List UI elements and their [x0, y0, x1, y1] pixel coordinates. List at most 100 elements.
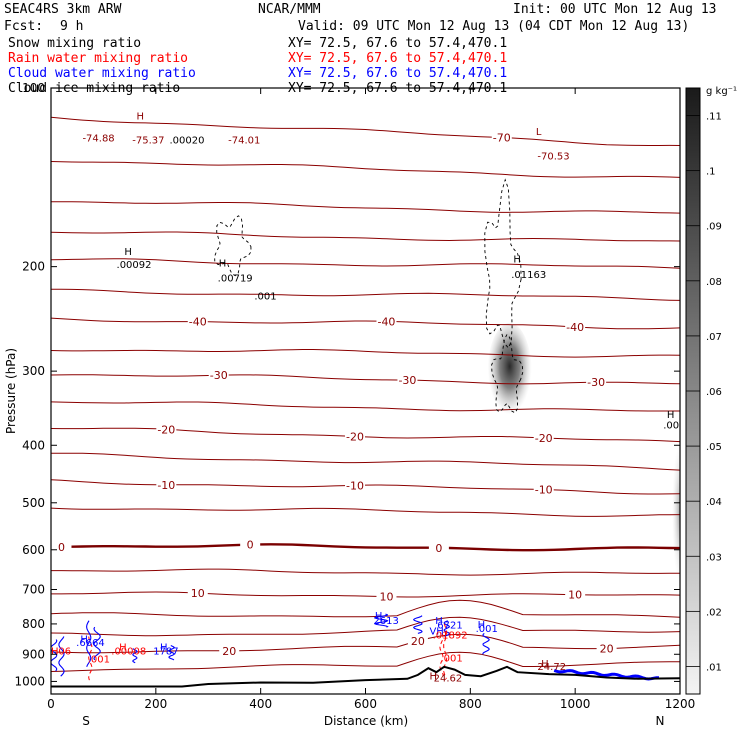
field-extreme-label: .00719	[218, 274, 253, 285]
cloud-water-contour	[482, 632, 490, 655]
cloud-water-contour	[373, 613, 389, 628]
isotherm	[51, 258, 680, 269]
isotherm	[51, 288, 680, 301]
colorbar-tick-label: .01	[706, 662, 722, 673]
isotherm-label: -30	[587, 376, 605, 389]
field-extreme-label: .00008	[111, 646, 146, 657]
isotherm-label: 10	[379, 591, 393, 604]
isotherm-label-bg	[565, 588, 586, 601]
zero-isotherm	[51, 543, 680, 552]
y-tick-label: 100	[22, 81, 45, 95]
temperature-contours: -70 -40 -40 -40 -30 -30 -30 -20 -20 -20 -10 -10 -10 0…	[51, 116, 680, 672]
isotherm-label-bg	[345, 430, 366, 443]
isotherm	[51, 427, 680, 443]
y-tick-label: 600	[22, 543, 45, 557]
isotherm-label-bg	[586, 376, 607, 389]
field-extreme-label: 6721	[437, 621, 462, 632]
isotherm	[51, 116, 680, 146]
colorbar-tick-label: .04	[706, 497, 722, 508]
isotherm-label: 10	[191, 587, 205, 600]
colorbar-unit: g kg⁻¹	[706, 86, 737, 97]
isotherm-label: -10	[157, 479, 175, 492]
isotherm-label-bg	[219, 644, 240, 657]
rain-contour	[443, 623, 448, 679]
terrain-surface	[51, 665, 680, 688]
field-extreme-label: H	[429, 672, 437, 683]
colorbar-tick-label: .09	[706, 222, 722, 233]
isotherm	[51, 507, 680, 517]
field-rain-xy: XY= 72.5, 67.6 to 57.4,470.1	[288, 51, 507, 66]
colorbar: .01 .02 .03 .04 .05 .06 .07 .08 .09 .1 .11 g kg⁻¹	[685, 86, 737, 695]
center-name: NCAR/MMM	[258, 2, 321, 17]
fcst-label: Fcst:	[4, 19, 43, 34]
isotherm-label-bg	[533, 431, 554, 444]
isotherm	[51, 201, 680, 214]
isotherm	[51, 401, 680, 412]
colorbar-tick-label: .11	[706, 112, 722, 123]
isotherm	[51, 568, 680, 576]
field-extreme-label: 24.72	[537, 662, 566, 673]
hydrometeor-contours	[51, 178, 659, 682]
field-extreme-label: -74.01	[228, 135, 260, 146]
field-extreme-label: H	[119, 643, 127, 654]
field-rain-name: Rain water mixing ratio	[8, 51, 188, 66]
field-extreme-label: 24.62	[434, 673, 463, 684]
isotherm	[51, 616, 680, 637]
end-label-north: N	[656, 714, 665, 728]
x-tick-label: 600	[354, 697, 377, 711]
model-name: SEAC4RS 3km ARW	[4, 2, 122, 17]
field-extreme-label: H	[124, 247, 132, 258]
isotherm-label-bg	[240, 538, 261, 551]
field-extreme-label: H	[160, 643, 168, 654]
x-axis-label: Distance (km)	[324, 714, 408, 728]
field-labels: -74.88 -74.01 H -75.37 .00020 L -70.53 H .00092 H…	[51, 111, 680, 684]
x-tick-label: 0	[47, 697, 55, 711]
isotherm-label: 0	[435, 542, 442, 555]
field-extreme-label: H	[136, 111, 144, 122]
colorbar-tick-label: .02	[706, 607, 722, 618]
isotherm-label: -20	[346, 430, 364, 443]
cloud-ice-contour	[214, 215, 252, 277]
field-extreme-label: H	[51, 646, 59, 657]
isotherm-label: -10	[346, 479, 364, 492]
isotherm-label-bg	[208, 369, 229, 382]
isotherm-label-bg	[491, 131, 512, 144]
isotherm-label: -40	[377, 315, 395, 328]
field-extreme-label: .06	[55, 646, 71, 657]
field-extreme-label: H	[219, 259, 227, 270]
field-cloudwater-xy: XY= 72.5, 67.6 to 57.4,470.1	[288, 66, 507, 81]
field-extreme-label: .00020	[169, 135, 204, 146]
field-extreme-label: H	[667, 410, 675, 421]
field-extreme-label: -75.37	[132, 135, 164, 146]
valid-time: Valid: 09 UTC Mon 12 Aug 13 (04 CDT Mon …	[298, 19, 689, 34]
cloud-water-band	[553, 668, 659, 681]
rain-contour	[88, 636, 93, 682]
field-snow-name: Snow mixing ratio	[8, 36, 141, 51]
isotherm	[51, 651, 680, 672]
field-extreme-label: 1787	[153, 646, 178, 657]
colorbar-tick-label: .05	[706, 442, 722, 453]
isotherm-label: 20	[411, 635, 425, 648]
field-extreme-label: .001	[440, 653, 462, 664]
field-extreme-label: H	[435, 616, 443, 627]
isotherm-label-bg	[565, 320, 586, 333]
x-tick-label: 200	[144, 697, 167, 711]
cloud-water-contour	[51, 639, 58, 672]
field-extreme-label: L	[536, 127, 542, 138]
isotherm-label: 0	[247, 539, 254, 552]
isotherm-label-bg	[397, 374, 418, 387]
isotherm-label: -40	[566, 321, 584, 334]
isotherm-label: 20	[222, 645, 236, 658]
field-extreme-label: H	[541, 659, 549, 670]
colorbar-tick-label: .03	[706, 552, 722, 563]
cloud-water-contour	[168, 645, 175, 661]
isotherm-label-bg	[428, 541, 449, 554]
isotherm	[51, 231, 680, 242]
isotherm-label: -70	[493, 132, 511, 145]
colorbar-tick-label: .07	[706, 332, 722, 343]
isotherm-label: -40	[189, 316, 207, 329]
isotherm-label: 0	[58, 541, 65, 554]
y-tick-label: 400	[22, 438, 45, 452]
y-tick-label: 500	[22, 496, 45, 510]
